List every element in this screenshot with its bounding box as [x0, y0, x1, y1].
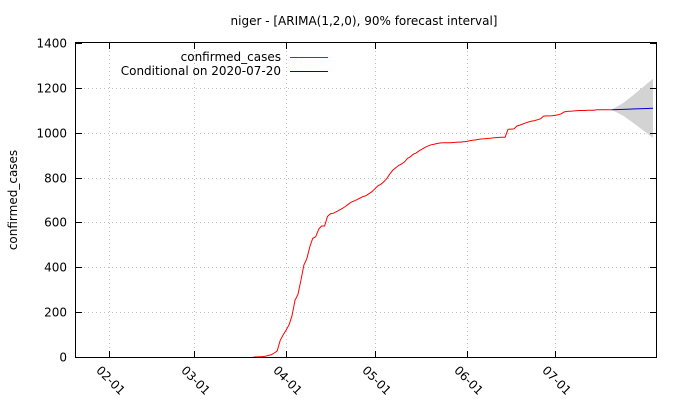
series-line-forecast [611, 107, 654, 111]
y-tick-label: 600 [44, 216, 67, 230]
y-tick-label: 800 [44, 172, 67, 186]
x-tick-label: 07-01 [539, 363, 574, 398]
y-tick-label: 1000 [36, 127, 67, 141]
ticks: 0 200 400 600 800 1000 1200 1400 02-01 03-01 04-01… [36, 37, 656, 398]
y-tick-label: 1400 [36, 37, 67, 51]
y-axis-label: confirmed_cases [6, 150, 20, 250]
x-tick-label: 03-01 [178, 363, 213, 398]
series-layer [253, 107, 654, 358]
x-tick-label: 06-01 [451, 363, 486, 398]
legend-label: confirmed_cases [181, 50, 281, 64]
x-tick-label: 04-01 [270, 363, 305, 398]
forecast-interval-band [611, 78, 653, 138]
series-line-confirmed-cases [253, 109, 612, 358]
y-tick-label: 200 [44, 306, 67, 320]
x-tick-label: 02-01 [93, 363, 128, 398]
y-tick-label: 400 [44, 261, 67, 275]
plot-frame [75, 42, 657, 358]
grid [76, 43, 656, 357]
y-tick-label: 0 [59, 351, 67, 365]
forecast-band-layer [611, 78, 653, 138]
legend-label: Conditional on 2020-07-20 [121, 64, 281, 78]
y-tick-label: 1200 [36, 82, 67, 96]
chart-title: niger - [ARIMA(1,2,0), 90% forecast inte… [231, 14, 498, 28]
x-tick-label: 05-01 [359, 363, 394, 398]
